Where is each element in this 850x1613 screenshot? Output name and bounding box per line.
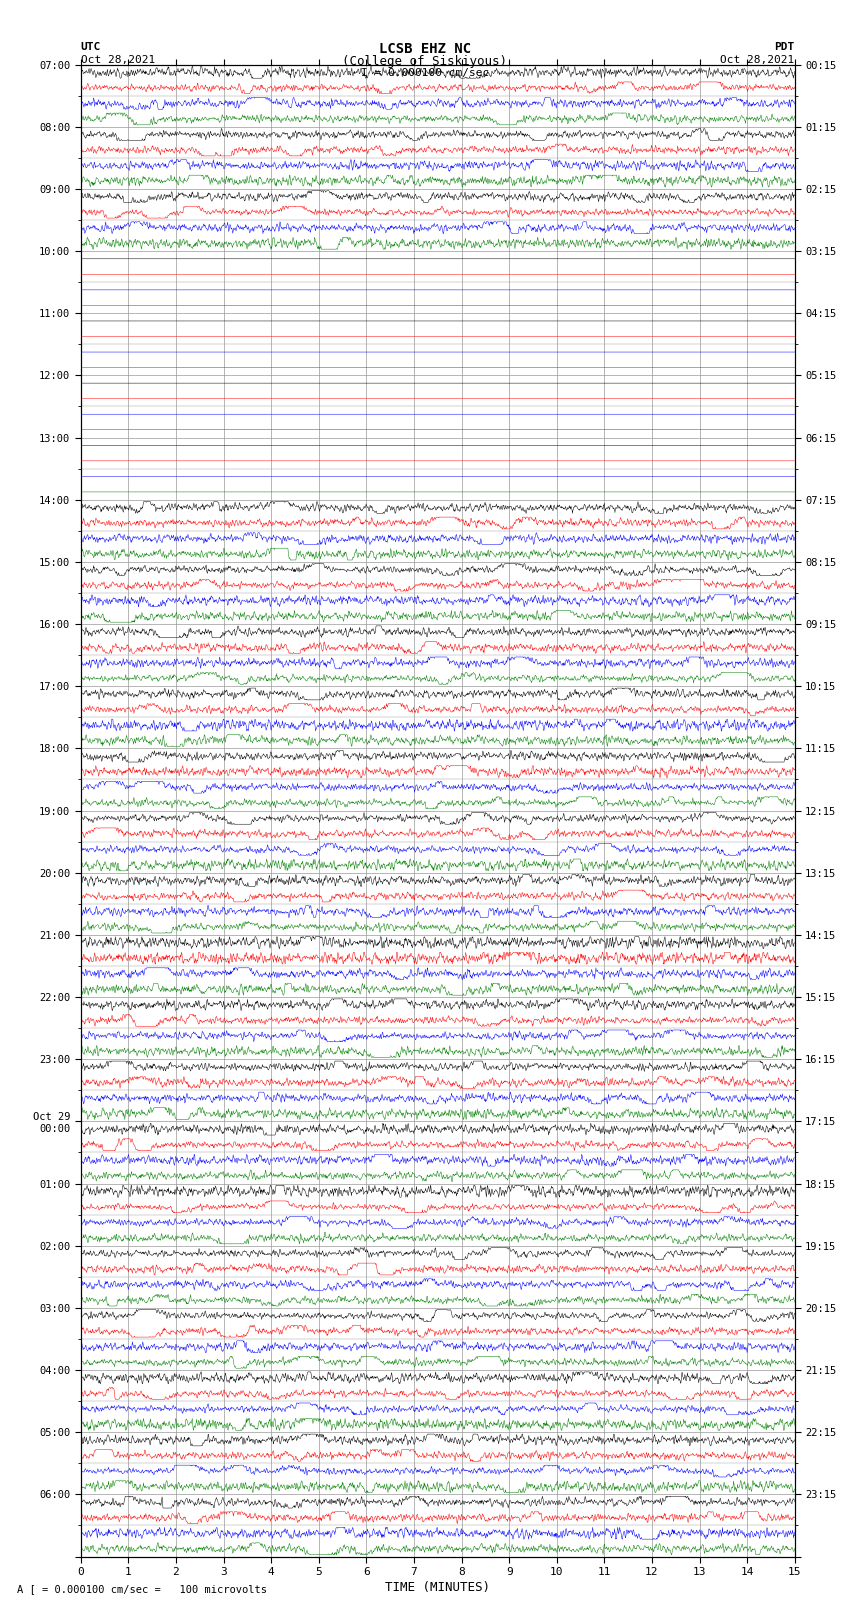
Text: Oct 28,2021: Oct 28,2021 [721,55,795,65]
Text: I = 0.000100 cm/sec: I = 0.000100 cm/sec [361,68,489,77]
X-axis label: TIME (MINUTES): TIME (MINUTES) [385,1581,490,1594]
Text: (College of Siskiyous): (College of Siskiyous) [343,55,507,68]
Text: A [ = 0.000100 cm/sec =   100 microvolts: A [ = 0.000100 cm/sec = 100 microvolts [17,1584,267,1594]
Text: Oct 28,2021: Oct 28,2021 [81,55,155,65]
Text: LCSB EHZ NC: LCSB EHZ NC [379,42,471,56]
Text: UTC: UTC [81,42,101,52]
Text: PDT: PDT [774,42,795,52]
